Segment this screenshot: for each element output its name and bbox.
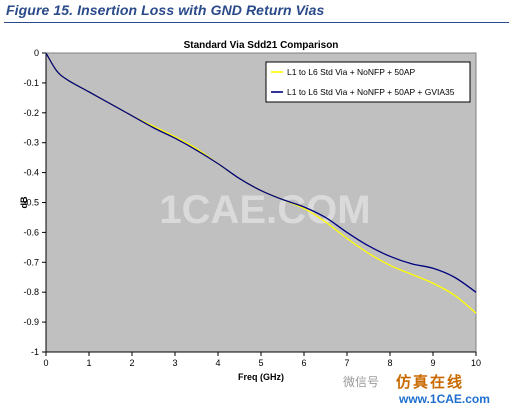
x-tick-label: 0	[43, 358, 48, 368]
legend-label-2: L1 to L6 Std Via + NoNFP + 50AP + GVIA35	[287, 87, 455, 97]
x-tick-label: 7	[344, 358, 349, 368]
x-tick-label: 3	[172, 358, 177, 368]
x-axis: 0 1 2 3 4 5 6 7 8 9 10	[43, 351, 481, 368]
y-tick-label: 0	[34, 48, 39, 58]
x-tick-label: 4	[215, 358, 220, 368]
figure-caption: Figure 15. Insertion Loss with GND Retur…	[6, 2, 325, 18]
footer-wechat-label: 微信号	[343, 375, 380, 389]
y-tick-label: -0.9	[23, 317, 39, 327]
x-tick-label: 5	[258, 358, 263, 368]
x-tick-label: 10	[471, 358, 481, 368]
y-tick-label: -0.7	[23, 257, 39, 267]
y-tick-label: -0.4	[23, 168, 39, 178]
caption-rule	[4, 22, 509, 23]
watermark: 1CAE.COM	[159, 188, 370, 232]
series-line-2	[45, 52, 477, 293]
series-layer	[45, 52, 477, 314]
y-axis: 0 -0.1 -0.2 -0.3 -0.4 -0.5 -0.6 -0.7 -0.8 -0.9 -1	[23, 48, 47, 357]
y-tick-label: -0.3	[23, 138, 39, 148]
footer-brand-logo: 仿真在线	[396, 373, 465, 391]
y-tick-label: -0.1	[23, 78, 39, 88]
x-tick-label: 9	[430, 358, 435, 368]
x-axis-label: Freq (GHz)	[238, 372, 284, 382]
y-tick-label: -0.5	[23, 198, 39, 208]
x-tick-label: 2	[129, 358, 134, 368]
y-tick-label: -0.8	[23, 287, 39, 297]
y-tick-label: -1	[31, 347, 39, 357]
legend: L1 to L6 Std Via + NoNFP + 50AP L1 to L6 …	[265, 61, 471, 103]
x-tick-label: 1	[86, 358, 91, 368]
x-tick-label: 8	[387, 358, 392, 368]
legend-label-1: L1 to L6 Std Via + NoNFP + 50AP	[287, 67, 416, 77]
footer-url: www.1CAE.com	[399, 392, 490, 406]
y-axis-label: dB	[19, 196, 29, 208]
x-tick-label: 6	[301, 358, 306, 368]
y-tick-label: -0.6	[23, 227, 39, 237]
chart-title: Standard Via Sdd21 Comparison	[184, 40, 339, 51]
y-tick-label: -0.2	[23, 108, 39, 118]
legend-box	[265, 61, 471, 103]
